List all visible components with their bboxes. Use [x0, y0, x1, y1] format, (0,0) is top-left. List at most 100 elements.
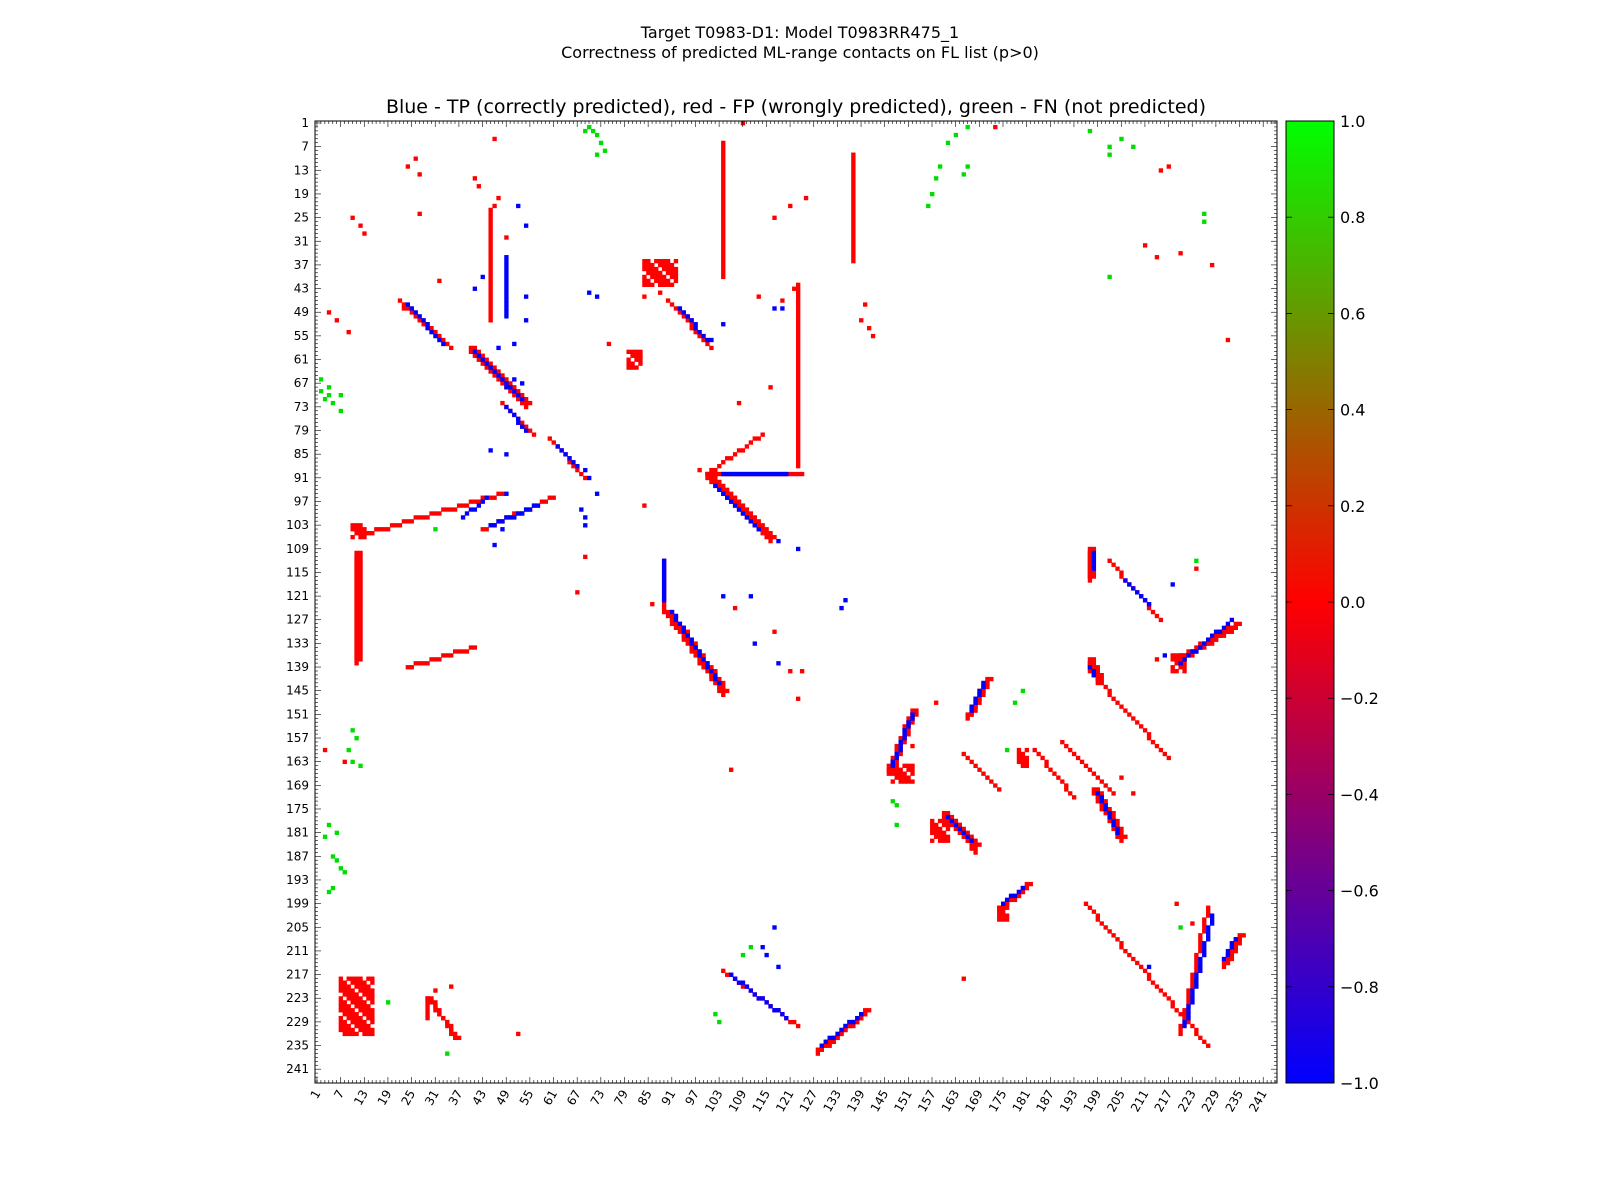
contact-cell-tp [1206, 929, 1211, 934]
contact-cell-tp [709, 337, 714, 343]
contact-cell-fp [492, 365, 497, 370]
contact-cell-tp [701, 333, 706, 339]
contact-cell-fp [441, 653, 446, 658]
contact-cell-fp [1146, 736, 1152, 741]
contact-cell-fn [1202, 219, 1207, 224]
contact-cell-fp [796, 302, 801, 307]
contact-cell-fp [957, 822, 962, 828]
contact-cell-fp [799, 471, 805, 477]
contact-cell-fp [342, 1004, 347, 1009]
contact-cell-fp [654, 270, 659, 276]
contact-cell-fp [354, 562, 359, 567]
x-tick-label: 223 [1175, 1088, 1199, 1115]
contact-cell-tp [1202, 952, 1207, 958]
contact-cell-tp [1221, 956, 1227, 962]
x-tick-label: 97 [682, 1088, 702, 1108]
contact-cell-fp [464, 503, 470, 508]
contact-cell-fp [796, 432, 801, 437]
contact-cell-fp [886, 767, 892, 772]
contact-cell-fp [476, 349, 481, 355]
contact-cell-fp [796, 381, 801, 386]
contact-cell-fp [1091, 661, 1097, 666]
contact-cell-tp [1190, 992, 1195, 997]
contact-cell-tp [516, 416, 521, 422]
contact-cell-fp [669, 613, 675, 619]
contact-cell-fp [1174, 669, 1179, 674]
contact-cell-fp [796, 428, 801, 433]
contact-cell-fp [1095, 775, 1100, 780]
contact-cell-fp [756, 519, 761, 524]
contact-cell-tp [855, 1015, 860, 1021]
contact-cell-fp [366, 992, 371, 997]
contact-cell-fn [385, 1000, 391, 1005]
contact-cell-fp [1202, 925, 1207, 930]
contact-cell-fp [429, 326, 434, 331]
contact-cell-fp [642, 278, 647, 284]
contact-cell-tp [764, 471, 769, 477]
contact-cell-fp [693, 653, 698, 658]
contact-cell-fp [638, 349, 643, 355]
contact-cell-fp [397, 523, 403, 528]
contact-cell-fn [930, 191, 935, 197]
contact-cell-tp [409, 306, 414, 311]
contact-cell-fp [350, 1019, 355, 1025]
contact-cell-fp [437, 657, 442, 662]
contact-cell-fp [1020, 751, 1026, 757]
contact-cell-fp [429, 996, 434, 1001]
contact-cell-fp [721, 152, 726, 157]
contact-cell-tp [468, 507, 474, 512]
contact-cell-fp [338, 1008, 343, 1013]
contact-cell-fp [1064, 743, 1069, 749]
contact-cell-fp [583, 475, 588, 481]
contact-cell-fp [456, 649, 462, 654]
contact-cell-fp [488, 270, 493, 276]
contact-cell-fp [370, 976, 375, 981]
contact-cell-fp [358, 609, 363, 615]
contact-cell-fp [1206, 913, 1211, 918]
contact-cell-fp [1087, 562, 1093, 567]
contact-cell-fp [512, 385, 517, 390]
contact-cell-fp [405, 164, 411, 169]
contact-cell-fp [859, 318, 864, 323]
contact-cell-fn [338, 393, 343, 398]
y-tick-label: 13 [294, 163, 309, 177]
contact-cell-tp [496, 519, 501, 524]
contact-cell-fp [421, 515, 426, 520]
contact-cell-tp [1190, 1000, 1195, 1005]
contact-cell-fp [1095, 795, 1100, 800]
contact-cell-tp [512, 341, 517, 347]
contact-cell-fp [717, 684, 722, 690]
contact-cell-fp [713, 467, 718, 473]
contact-cell-tp [1091, 550, 1097, 556]
contact-cell-tp [1186, 1012, 1191, 1017]
contact-cell-tp [969, 704, 974, 709]
contact-cell-fp [1225, 337, 1231, 343]
contact-cell-fp [661, 258, 667, 264]
contact-cell-fp [342, 988, 347, 993]
contact-cell-tp [1206, 925, 1211, 930]
contact-cell-fp [981, 688, 986, 694]
contact-cell-fp [480, 527, 485, 532]
contact-cell-fp [358, 637, 363, 642]
contact-cell-fp [1087, 566, 1093, 571]
contact-cell-fp [354, 625, 359, 630]
contact-cell-fp [488, 286, 493, 291]
contact-cell-fp [815, 1047, 821, 1052]
contact-cell-fp [354, 1019, 359, 1025]
contact-cell-fp [358, 554, 363, 560]
contact-cell-fp [1221, 633, 1227, 638]
contact-cell-fp [997, 787, 1002, 792]
contact-cell-fp [1225, 956, 1231, 962]
contact-cell-fp [736, 400, 742, 406]
contact-cell-fp [358, 558, 363, 563]
contact-cell-fp [1099, 807, 1104, 812]
contact-cell-tp [512, 412, 517, 418]
contact-cell-fp [941, 822, 947, 828]
contact-cell-fp [721, 188, 726, 193]
contact-cell-fp [906, 732, 911, 737]
contact-cell-tp [1206, 637, 1211, 642]
contact-cell-fp [441, 337, 446, 343]
contact-cell-fp [981, 771, 986, 776]
contact-cell-fp [796, 452, 801, 457]
contact-cell-fn [326, 822, 332, 828]
